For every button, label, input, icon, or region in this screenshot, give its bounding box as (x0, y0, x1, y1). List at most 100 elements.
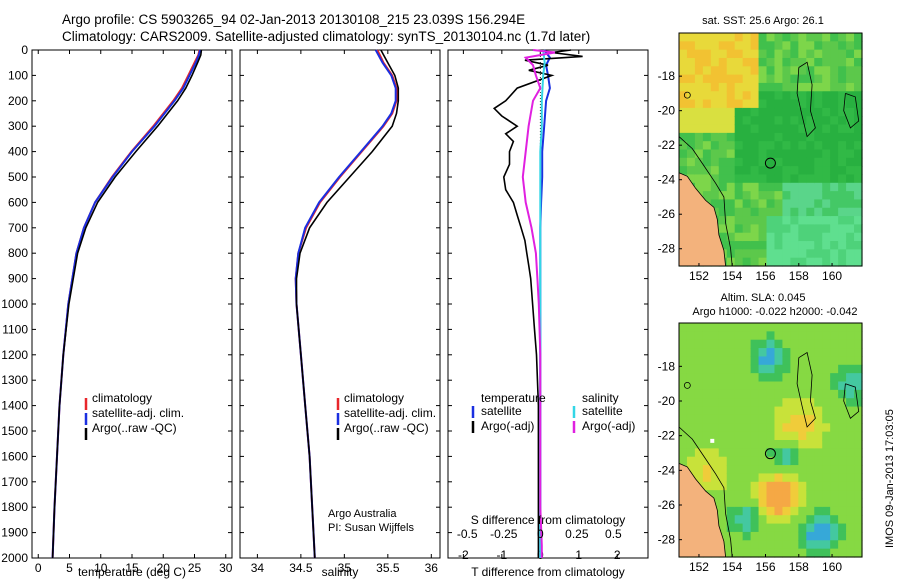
sla-map-title-1: Altim. SLA: 0.045 (721, 292, 806, 304)
lon-tick-label: 158 (789, 269, 809, 283)
difference-legend: temperature satellite Argo(-adj) salinit… (471, 391, 635, 433)
reef-contour (843, 93, 860, 129)
sla-map-frame (678, 322, 863, 558)
lon-tick-label: 156 (755, 269, 775, 283)
legend-label-climatology: climatology (92, 391, 152, 405)
float-pi: PI: Susan Wijffels (328, 522, 414, 534)
temperature-plot-frame (31, 49, 233, 559)
depth-tick-label: 1800 (1, 500, 28, 514)
lat-tick-label: -18 (658, 69, 676, 83)
lon-tick-label: 156 (755, 560, 775, 574)
difference-plot-frame (447, 49, 649, 559)
argo-position-marker (764, 448, 776, 460)
s-difference-tick-label: 0.5 (605, 527, 622, 541)
depth-tick-label: 1300 (1, 373, 28, 387)
temperature-tick-label: 15 (125, 561, 139, 575)
lat-tick-label: -24 (658, 173, 676, 187)
depth-tick-label: 1200 (1, 348, 28, 362)
t-difference-xlabel: T difference from climatology (471, 565, 625, 579)
s-difference-tick-label: 0.25 (565, 527, 589, 541)
s-difference-tick-label: -0.5 (457, 527, 478, 541)
s-difference-xlabel: S difference from climatology (471, 513, 626, 527)
depth-tick-label: 2000 (1, 551, 28, 565)
temperature-tick-label: 0 (35, 561, 42, 575)
lon-tick-label: 152 (689, 269, 709, 283)
legend-title-temperature: temperature (481, 391, 546, 405)
legend-label-s-satellite: satellite (582, 404, 623, 418)
depth-tick-label: 900 (8, 272, 28, 286)
lat-tick-label: -24 (658, 463, 676, 477)
lon-tick-label: 160 (822, 560, 842, 574)
legend-label-s-argo: Argo(-adj) (582, 419, 635, 433)
s-difference-tick-label: -0.25 (490, 527, 518, 541)
lat-tick-label: -26 (658, 207, 676, 221)
temperature-legend: climatology satellite-adj. clim. Argo(..… (84, 391, 184, 440)
difference-panel: -2 -1 0 1 2 S difference from climatology -0… (447, 49, 649, 579)
lon-tick-label: 158 (789, 560, 809, 574)
legend-label-argo: Argo(..raw -QC) (344, 421, 429, 435)
lon-tick-label: 154 (722, 269, 742, 283)
lat-tick-label: -20 (658, 394, 676, 408)
salinity-series-2 (295, 49, 400, 559)
legend-label-climatology: climatology (344, 391, 404, 405)
depth-tick-label: 200 (8, 94, 28, 108)
depth-tick-label: 400 (8, 145, 28, 159)
lat-tick-label: -28 (658, 533, 676, 547)
sst-map-title: sat. SST: 25.6 Argo: 26.1 (702, 15, 824, 27)
depth-tick-label: 1600 (1, 449, 28, 463)
salinity-legend: climatology satellite-adj. clim. Argo(..… (336, 391, 436, 440)
temperature-tick-label: 30 (219, 561, 233, 575)
title-line-2: Climatology: CARS2009. Satellite-adjuste… (62, 29, 590, 44)
temperature-tick-label: 25 (188, 561, 202, 575)
shelf-contour (678, 426, 733, 558)
depth-tick-label: 1000 (1, 297, 28, 311)
depth-tick-label: 0 (21, 43, 28, 57)
legend-label-satellite: satellite-adj. clim. (344, 406, 436, 420)
lat-tick-label: -20 (658, 104, 676, 118)
salinity-panel: 34 34.5 35 35.5 36 salinity climatology sate… (239, 49, 441, 579)
legend-label-t-argo: Argo(-adj) (481, 419, 534, 433)
float-operator: Argo Australia (328, 508, 397, 520)
depth-tick-label: 700 (8, 221, 28, 235)
island-contour (683, 381, 691, 389)
legend-title-salinity: salinity (582, 391, 619, 405)
sst-map-frame (678, 32, 863, 267)
t-difference-tick-label: 2 (614, 548, 621, 562)
difference-series-1 (492, 49, 583, 558)
lat-tick-label: -22 (658, 429, 676, 443)
legend-label-t-satellite: satellite (481, 404, 522, 418)
temperature-panel: 0100200300400500600700800900100011001200… (1, 43, 648, 579)
salinity-tick-label: 34.5 (289, 561, 313, 575)
sla-map-panel: Altim. SLA: 0.045 Argo h1000: -0.022 h20… (658, 292, 863, 574)
temperature-xlabel: temperature (deg C) (78, 565, 186, 579)
depth-tick-label: 1500 (1, 424, 28, 438)
depth-tick-label: 1700 (1, 475, 28, 489)
lon-tick-label: 152 (689, 560, 709, 574)
difference-series-3 (521, 49, 556, 558)
depth-tick-label: 1400 (1, 399, 28, 413)
depth-tick-label: 100 (8, 68, 28, 82)
t-difference-tick-label: 1 (575, 548, 582, 562)
lat-tick-label: -22 (658, 138, 676, 152)
depth-tick-label: 500 (8, 170, 28, 184)
temperature-tick-label: 10 (94, 561, 108, 575)
lon-tick-label: 154 (722, 560, 742, 574)
legend-label-argo: Argo(..raw -QC) (92, 421, 177, 435)
shelf-contour (678, 136, 733, 267)
imos-timestamp: IMOS 09-Jan-2013 17:03:05 (884, 409, 896, 548)
lon-tick-label: 160 (822, 269, 842, 283)
t-difference-tick-label: -2 (458, 548, 469, 562)
depth-tick-label: 1100 (2, 322, 28, 336)
temperature-series-0 (51, 49, 201, 559)
reef-contour (796, 61, 816, 138)
salinity-plot-frame (239, 49, 441, 559)
temperature-series-2 (51, 49, 203, 559)
temperature-series-1 (51, 49, 202, 559)
salinity-tick-label: 35 (338, 561, 352, 575)
salinity-tick-label: 34 (251, 561, 265, 575)
title-line-1: Argo profile: CS 5903265_94 02-Jan-2013 … (62, 12, 525, 27)
station-point (710, 438, 715, 443)
depth-tick-label: 800 (8, 246, 28, 260)
temperature-tick-label: 5 (66, 561, 73, 575)
